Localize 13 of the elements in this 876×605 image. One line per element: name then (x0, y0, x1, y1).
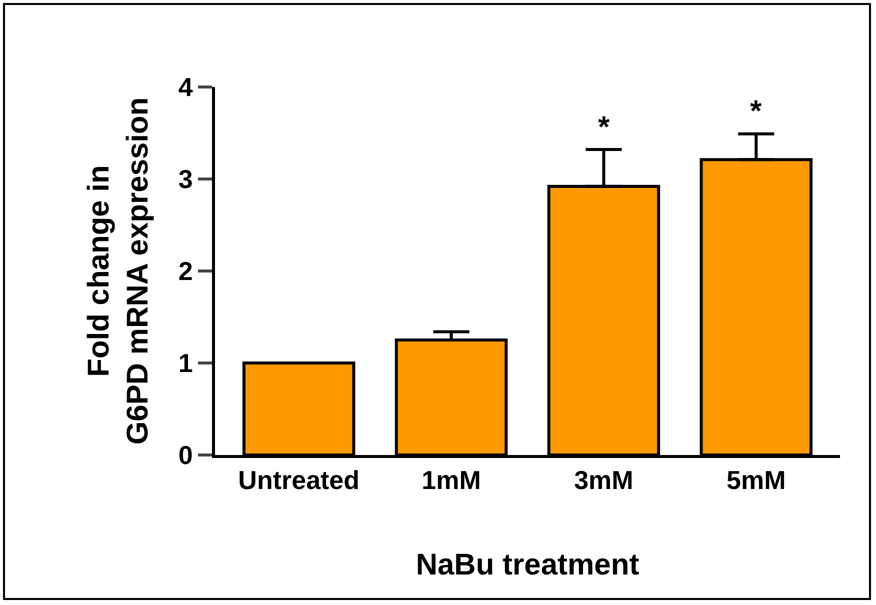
x-tick-label: 5mM (726, 465, 786, 496)
y-tick-label: 4 (178, 72, 194, 102)
y-tick-label: 0 (178, 440, 193, 470)
y-tick-label: 1 (178, 348, 193, 378)
annotation: * (598, 111, 610, 144)
x-axis-title: NaBu treatment (416, 548, 640, 582)
y-tick-label: 3 (178, 164, 193, 194)
annotation: * (750, 95, 762, 128)
x-tick-label: 1mM (422, 465, 481, 496)
x-tick-label: 3mM (574, 465, 634, 496)
x-tick-label: Untreated (238, 465, 360, 496)
y-tick-label: 2 (178, 256, 193, 286)
y-axis-title: Fold change in G6PD mRNA expression (82, 97, 154, 445)
